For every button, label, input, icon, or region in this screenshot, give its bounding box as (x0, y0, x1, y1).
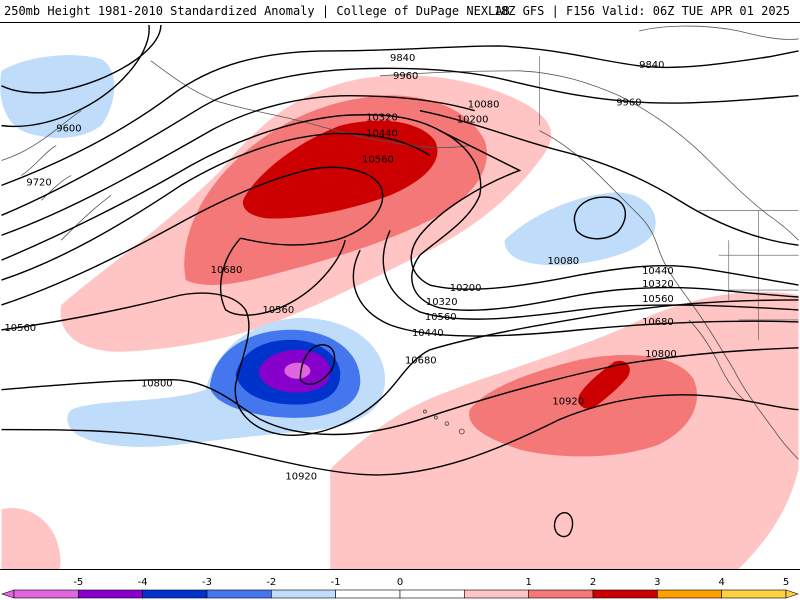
height-contours (1, 24, 799, 538)
contour-label: 10440 (366, 129, 398, 140)
colorbar-tick-label: 2 (590, 577, 596, 588)
contour-label: 10680 (405, 356, 437, 367)
contour-label: 9720 (26, 177, 51, 188)
contour-label: 10440 (642, 266, 674, 277)
colorbar-swatch (657, 589, 722, 599)
colorbar-tick-label: -3 (202, 577, 212, 588)
contour-labels: 9840 9840 9960 9960 9600 9720 10080 1020… (4, 53, 676, 482)
colorbar-swatches (1, 589, 799, 599)
anomaly-minus5 (284, 362, 311, 379)
colorbar-swatch (142, 589, 208, 599)
political-borders (539, 55, 799, 340)
colorbar-high-arrow (785, 589, 799, 599)
colorbar-tick-label: -4 (138, 577, 148, 588)
contour-label: 10920 (552, 397, 584, 408)
colorbar-tick-label: -2 (266, 577, 276, 588)
colorbar-swatch (13, 589, 79, 599)
coastlines (1, 25, 799, 460)
contour-label: 9840 (639, 60, 664, 71)
anomaly-plus3-ridge (242, 120, 438, 219)
contour-label: 10680 (211, 265, 243, 276)
colorbar-ticks: -5 -4 -3 -2 -1 0 1 2 3 4 5 (73, 577, 789, 588)
contour-label: 10560 (362, 154, 394, 165)
anomaly-map: 9840 9840 9960 9960 9600 9720 10080 1020… (0, 22, 800, 570)
contour-label: 10320 (366, 113, 398, 124)
anomaly-plus1-sw (1, 507, 61, 569)
map-title: 250mb Height 1981-2010 Standardized Anom… (4, 4, 510, 18)
model-run-info: 18Z GFS | F156 Valid: 06Z TUE APR 01 202… (493, 4, 790, 18)
anomaly-minus1-goa (504, 192, 656, 266)
contour-label: 10200 (450, 283, 482, 294)
contour-label: 10200 (457, 115, 489, 126)
contour-label: 10560 (425, 312, 457, 323)
colorbar-swatch (592, 589, 658, 599)
colorbar-tick-label: 1 (525, 577, 531, 588)
colorbar-tick-label: 3 (654, 577, 660, 588)
colorbar-swatch (399, 589, 465, 599)
contour-label: 10560 (4, 323, 36, 334)
contour-label: 10320 (642, 279, 674, 290)
contour-label: 10800 (141, 379, 173, 390)
colorbar-swatch (206, 589, 272, 599)
colorbar-swatch (78, 589, 143, 599)
colorbar-swatch (335, 589, 401, 599)
anomaly-plus3-subtropics (578, 360, 630, 409)
contour-label: 10080 (468, 100, 500, 111)
colorbar-tick-label: 5 (783, 577, 789, 588)
contour-label: 9840 (390, 53, 415, 64)
anomaly-shading (0, 55, 799, 569)
anomaly-minus1-nw (0, 55, 115, 138)
map-header: 250mb Height 1981-2010 Standardized Anom… (0, 0, 800, 22)
contour-label: 10440 (412, 328, 444, 339)
contour-label: 10080 (547, 256, 579, 267)
color-scale-legend: -5 -4 -3 -2 -1 0 1 2 3 4 5 (1, 577, 799, 599)
contour-label: 9960 (393, 71, 418, 82)
contour-label: 10920 (285, 471, 317, 482)
contour-label: 10560 (263, 305, 295, 316)
colorbar-low-arrow (1, 589, 15, 599)
contour-label: 10680 (642, 317, 674, 328)
contour-label: 10560 (642, 294, 674, 305)
contour-label: 10320 (426, 297, 458, 308)
colorbar-swatch (528, 589, 594, 599)
contour-label: 9600 (56, 124, 81, 135)
contour-label: 9960 (616, 98, 641, 109)
colorbar-swatch (721, 589, 787, 599)
colorbar-swatch (271, 589, 336, 599)
contour-label: 10800 (645, 349, 677, 360)
colorbar-tick-label: 4 (718, 577, 724, 588)
colorbar-swatch (464, 589, 529, 599)
hawaii-islands (423, 409, 465, 435)
colorbar-tick-label: 0 (397, 577, 403, 588)
colorbar-tick-label: -5 (73, 577, 83, 588)
colorbar-tick-label: -1 (331, 577, 341, 588)
